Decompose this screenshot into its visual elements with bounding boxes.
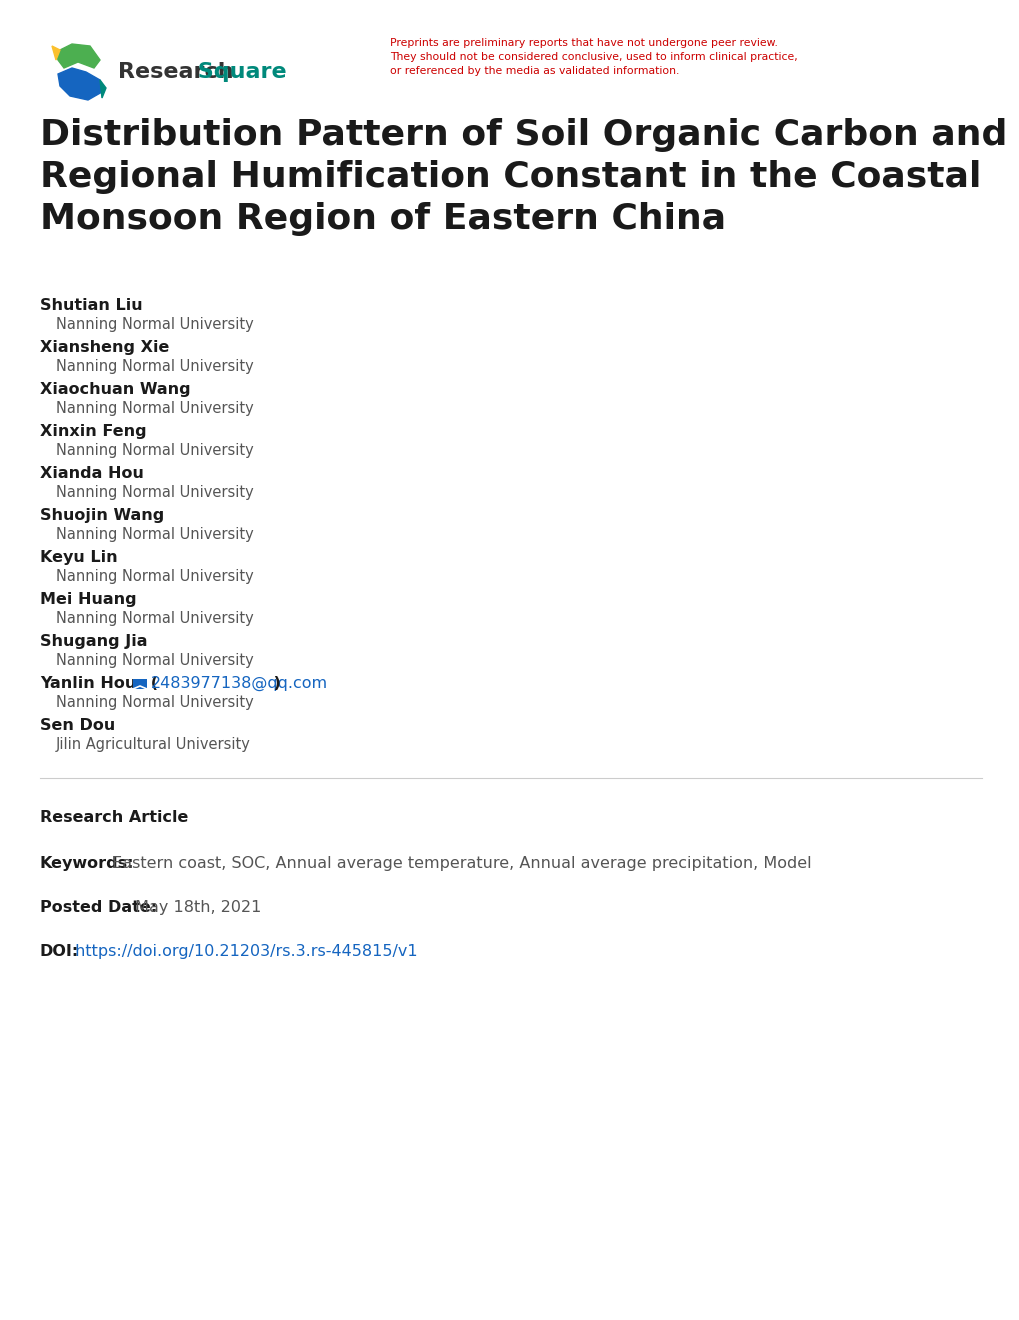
Polygon shape bbox=[100, 81, 106, 98]
Text: Nanning Normal University: Nanning Normal University bbox=[56, 569, 254, 583]
Text: Nanning Normal University: Nanning Normal University bbox=[56, 653, 254, 668]
Text: DOI:: DOI: bbox=[40, 944, 79, 960]
Text: Monsoon Region of Eastern China: Monsoon Region of Eastern China bbox=[40, 202, 726, 236]
Text: They should not be considered conclusive, used to inform clinical practice,: They should not be considered conclusive… bbox=[389, 51, 797, 62]
Text: or referenced by the media as validated information.: or referenced by the media as validated … bbox=[389, 66, 679, 77]
Text: Nanning Normal University: Nanning Normal University bbox=[56, 484, 254, 500]
Text: Xiaochuan Wang: Xiaochuan Wang bbox=[40, 381, 191, 397]
Text: Research: Research bbox=[118, 62, 233, 82]
Text: Shugang Jia: Shugang Jia bbox=[40, 634, 148, 649]
Text: Square: Square bbox=[190, 62, 286, 82]
Text: Jilin Agricultural University: Jilin Agricultural University bbox=[56, 737, 251, 752]
Text: ): ) bbox=[268, 676, 281, 690]
Text: May 18th, 2021: May 18th, 2021 bbox=[129, 900, 261, 915]
Text: 2483977138@qq.com: 2483977138@qq.com bbox=[151, 676, 328, 692]
Text: Nanning Normal University: Nanning Normal University bbox=[56, 401, 254, 416]
Polygon shape bbox=[58, 69, 102, 100]
Text: Posted Date:: Posted Date: bbox=[40, 900, 157, 915]
Text: Xinxin Feng: Xinxin Feng bbox=[40, 424, 147, 440]
Text: Mei Huang: Mei Huang bbox=[40, 591, 137, 607]
Text: Nanning Normal University: Nanning Normal University bbox=[56, 696, 254, 710]
Text: Xianda Hou: Xianda Hou bbox=[40, 466, 144, 480]
Text: Nanning Normal University: Nanning Normal University bbox=[56, 317, 254, 333]
Text: Shuojin Wang: Shuojin Wang bbox=[40, 508, 164, 523]
Text: Xiansheng Xie: Xiansheng Xie bbox=[40, 341, 169, 355]
Text: Distribution Pattern of Soil Organic Carbon and Its: Distribution Pattern of Soil Organic Car… bbox=[40, 117, 1019, 152]
Text: Nanning Normal University: Nanning Normal University bbox=[56, 611, 254, 626]
Text: Nanning Normal University: Nanning Normal University bbox=[56, 527, 254, 543]
Text: Keyu Lin: Keyu Lin bbox=[40, 550, 117, 565]
Polygon shape bbox=[52, 46, 60, 59]
Text: Preprints are preliminary reports that have not undergone peer review.: Preprints are preliminary reports that h… bbox=[389, 38, 777, 48]
Text: Nanning Normal University: Nanning Normal University bbox=[56, 359, 254, 374]
Polygon shape bbox=[56, 44, 100, 69]
Bar bbox=[132, 678, 147, 689]
Text: https://doi.org/10.21203/rs.3.rs-445815/v1: https://doi.org/10.21203/rs.3.rs-445815/… bbox=[70, 944, 417, 960]
Text: Shutian Liu: Shutian Liu bbox=[40, 298, 143, 313]
Text: Research Article: Research Article bbox=[40, 810, 189, 825]
Text: Nanning Normal University: Nanning Normal University bbox=[56, 444, 254, 458]
Text: Sen Dou: Sen Dou bbox=[40, 718, 115, 733]
Text: Keywords:: Keywords: bbox=[40, 855, 135, 871]
Text: Eastern coast, SOC, Annual average temperature, Annual average precipitation, Mo: Eastern coast, SOC, Annual average tempe… bbox=[107, 855, 811, 871]
Text: Regional Humification Constant in the Coastal: Regional Humification Constant in the Co… bbox=[40, 160, 980, 194]
Text: Yanlin Hou   (: Yanlin Hou ( bbox=[40, 676, 163, 690]
